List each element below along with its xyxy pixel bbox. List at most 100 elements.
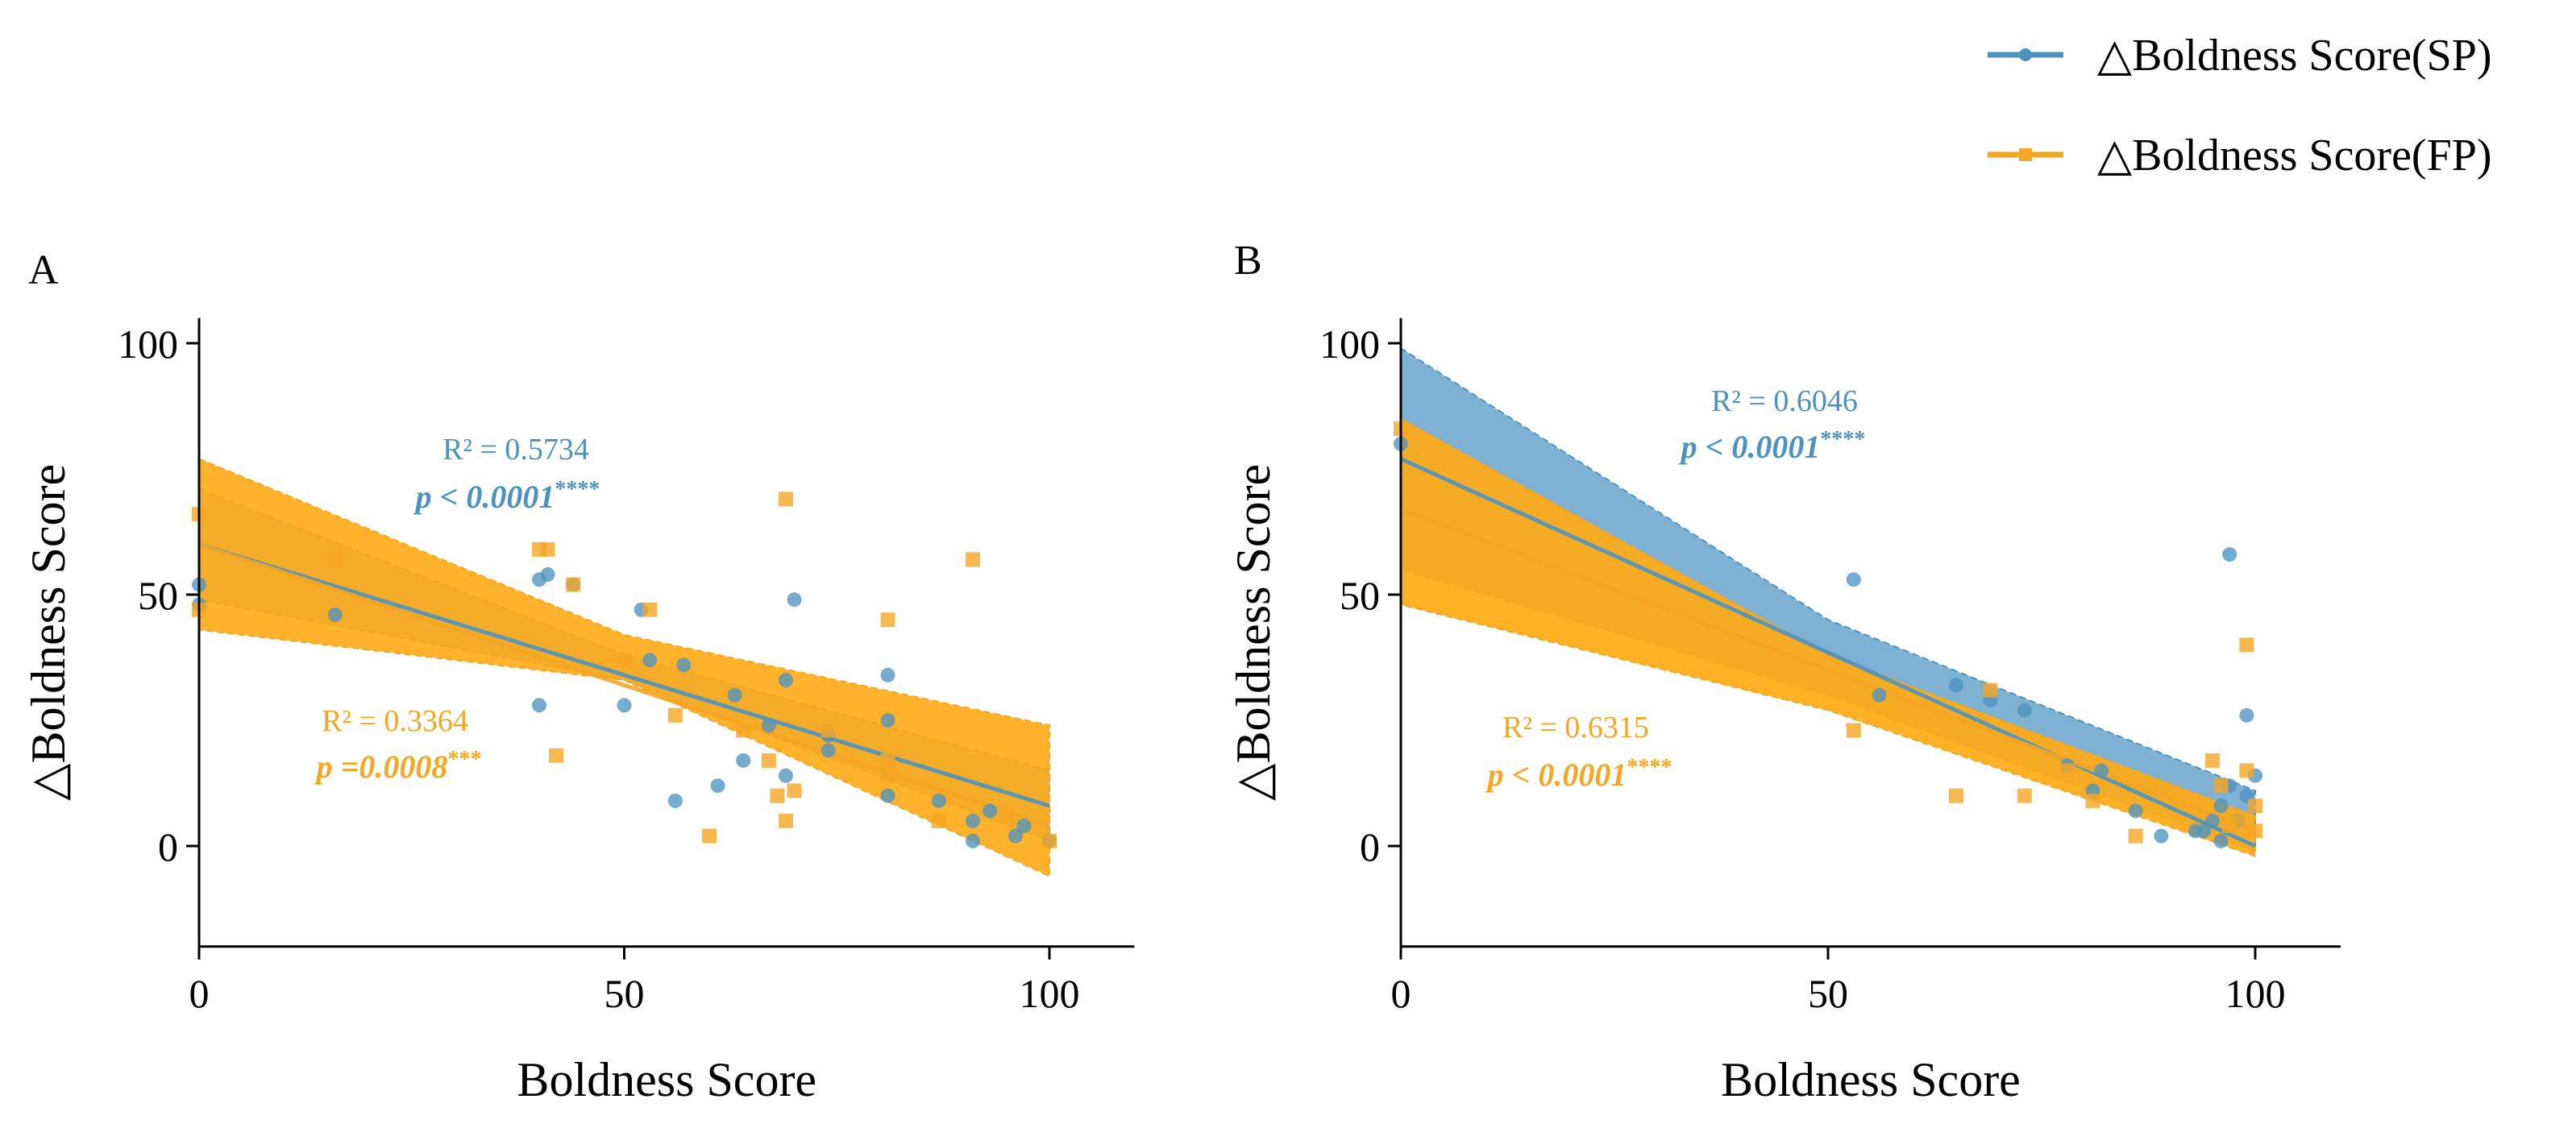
data-point-sp-25 — [966, 813, 981, 828]
data-point-sp-21 — [880, 667, 895, 682]
annotation-p-value-fp: p =0.0008 — [314, 749, 448, 785]
data-point-fp-18 — [880, 612, 895, 628]
annotation-stars-sp: **** — [555, 477, 600, 502]
data-point-fp-2 — [1949, 788, 1963, 803]
x-tick-label-1: 50 — [1808, 971, 1848, 1016]
legend-label-1: △Boldness Score(FP) — [2097, 131, 2492, 180]
annotation-r2-fp: R² = 0.3364 — [322, 704, 468, 738]
regression-line-0 — [198, 542, 1050, 808]
x-tick-label-0: 0 — [1391, 971, 1411, 1016]
data-point-fp-17 — [821, 723, 836, 738]
y-axis-label: △Boldness Score — [1227, 464, 1280, 801]
panel-label: B — [1234, 238, 1262, 284]
x-tick-label-2: 100 — [1020, 971, 1080, 1016]
annotation-p-sp: p < 0.0001**** — [1679, 427, 1866, 465]
data-point-sp-7 — [617, 698, 632, 713]
data-point-fp-16 — [2248, 798, 2262, 814]
regression-line-1 — [1400, 507, 2256, 833]
annotation-p-fp: p =0.0008*** — [314, 747, 482, 785]
y-tick-label-0: 0 — [158, 824, 178, 869]
data-point-sp-9 — [2128, 803, 2143, 819]
y-tick-label-1: 50 — [138, 573, 178, 618]
data-point-fp-15 — [778, 813, 793, 828]
data-point-sp-16 — [778, 673, 793, 688]
data-point-sp-27 — [983, 803, 998, 819]
data-point-fp-8 — [2154, 783, 2169, 798]
data-point-fp-9 — [667, 707, 683, 723]
data-point-sp-22 — [880, 713, 895, 728]
data-point-sp-17 — [778, 768, 793, 783]
data-point-fp-1 — [1846, 723, 1861, 738]
annotation-p-sp: p < 0.0001**** — [413, 477, 600, 515]
data-point-sp-13 — [727, 687, 742, 703]
data-point-fp-10 — [702, 828, 717, 844]
data-point-fp-24 — [1042, 833, 1057, 848]
confidence-band-0 — [1400, 346, 2256, 852]
confidence-band-1 — [198, 458, 1050, 878]
data-point-sp-20 — [821, 743, 836, 758]
data-point-fp-9 — [2205, 753, 2220, 768]
legend: △Boldness Score(SP) △Boldness Score(FP) — [1988, 31, 2492, 180]
data-point-fp-12 — [2230, 813, 2246, 828]
data-point-sp-26 — [966, 833, 981, 848]
y-axis-label: △Boldness Score — [22, 464, 75, 801]
data-point-fp-22 — [966, 552, 981, 567]
panel-label: A — [28, 247, 59, 293]
annotation-stars-sp: **** — [1820, 427, 1865, 452]
data-point-fp-6 — [2085, 793, 2100, 808]
data-point-sp-24 — [931, 793, 946, 808]
data-point-sp-8 — [2094, 763, 2109, 778]
y-tick-label-0: 0 — [1360, 824, 1380, 869]
data-point-sp-23 — [880, 788, 895, 803]
data-point-fp-15 — [2248, 823, 2262, 839]
data-point-sp-29 — [1016, 819, 1032, 834]
data-point-sp-2 — [1872, 687, 1887, 703]
data-point-fp-4 — [2017, 788, 2032, 803]
y-tick-label-2: 100 — [118, 321, 178, 367]
data-point-sp-1 — [1846, 572, 1861, 587]
y-tick-label-1: 50 — [1340, 573, 1380, 618]
legend-swatch-marker-1 — [2019, 148, 2032, 161]
x-tick-label-2: 100 — [2225, 971, 2286, 1016]
annotation-p-value-fp: p < 0.0001 — [1485, 757, 1627, 793]
data-point-fp-12 — [761, 753, 776, 768]
data-point-sp-14 — [736, 753, 751, 768]
annotation-stars-fp: *** — [447, 747, 481, 772]
data-point-fp-14 — [2239, 637, 2254, 653]
legend-label-0: △Boldness Score(SP) — [2097, 31, 2492, 81]
data-point-sp-2 — [327, 607, 343, 622]
data-point-sp-5 — [540, 567, 555, 583]
data-point-fp-5 — [549, 748, 564, 763]
regression-line-1 — [198, 542, 1050, 828]
data-point-sp-5 — [2017, 703, 2032, 718]
annotation-r2-sp: R² = 0.5734 — [442, 433, 589, 467]
data-point-fp-3 — [1983, 682, 1998, 698]
data-point-sp-3 — [532, 698, 546, 713]
data-point-sp-3 — [1949, 678, 1963, 693]
data-point-sp-12 — [710, 778, 725, 794]
data-point-sp-14 — [2213, 833, 2229, 848]
data-point-fp-13 — [2239, 763, 2254, 778]
data-point-sp-11 — [676, 657, 692, 673]
x-tick-label-0: 0 — [189, 971, 210, 1016]
panel-b: B 0 50 100 0 50 100 Boldness Score △Boldness Sco… — [1227, 238, 2341, 1106]
data-point-sp-15 — [761, 718, 776, 733]
data-point-sp-9 — [642, 653, 658, 668]
data-point-sp-28 — [1008, 828, 1023, 844]
annotation-p-value-sp: p < 0.0001 — [413, 479, 555, 515]
data-point-fp-8 — [642, 602, 658, 617]
data-point-sp-19 — [2239, 707, 2254, 723]
x-tick-label-1: 50 — [605, 971, 645, 1016]
data-point-sp-15 — [2213, 798, 2229, 814]
data-point-fp-20 — [880, 768, 895, 783]
data-point-fp-7 — [2128, 828, 2143, 844]
data-point-fp-19 — [880, 753, 895, 768]
data-point-fp-13 — [770, 788, 785, 803]
annotation-stars-fp: **** — [1627, 755, 1672, 780]
annotation-r2-fp: R² = 0.6315 — [1502, 711, 1649, 744]
data-point-sp-10 — [2154, 828, 2169, 844]
data-point-sp-17 — [2222, 547, 2237, 562]
data-point-fp-14 — [778, 491, 793, 507]
data-point-sp-13 — [2205, 813, 2220, 828]
